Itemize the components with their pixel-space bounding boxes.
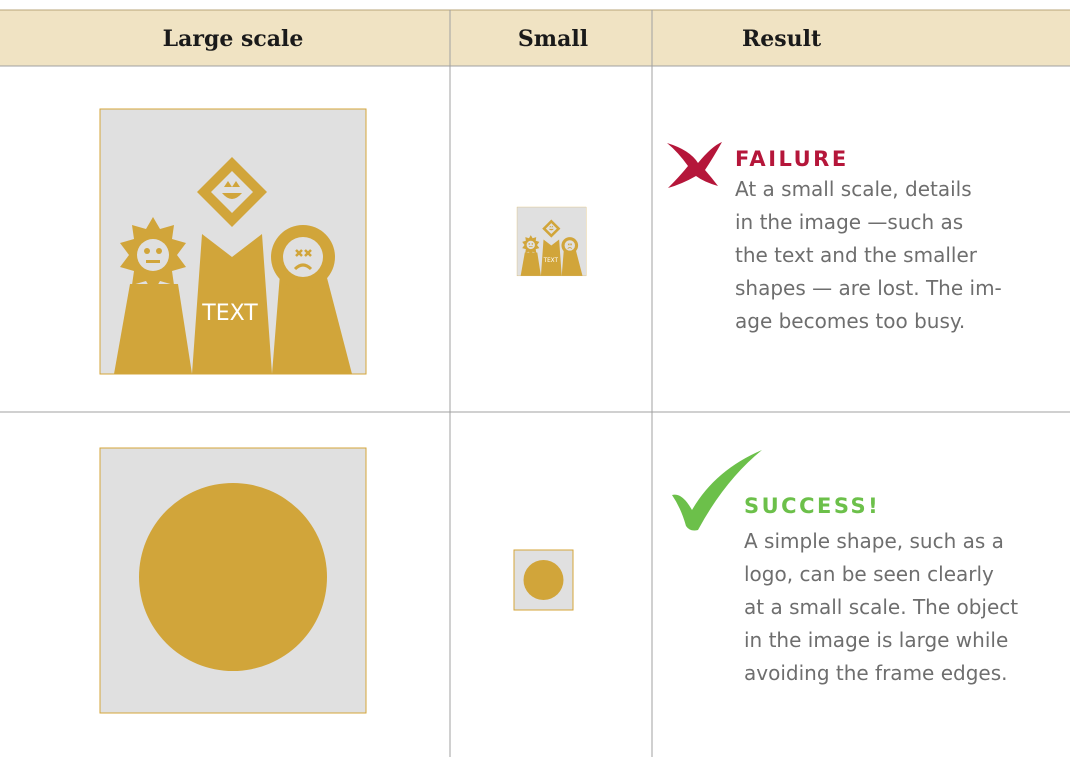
small-image [513,549,574,611]
image-text: TEXT [543,258,559,264]
description-line: in the image —such as [735,210,963,234]
description-line: age becomes too busy. [735,309,965,333]
header-bg [0,10,1070,66]
column-header: Result [742,26,822,52]
success-icon [672,450,762,531]
description: A simple shape, such as a logo, can be se… [744,529,1018,685]
column-header: Large scale [163,26,304,52]
description-line: at a small scale. The object [744,595,1018,619]
description-line: avoiding the frame edges. [744,661,1008,685]
status: SUCCESS! [744,494,880,518]
description-line: At a small scale, details [735,177,972,201]
small-image: TEXT [516,206,587,277]
large-image [99,447,367,714]
image-text: TEXT [201,301,258,326]
status: FAILURE [735,147,849,171]
description-line: logo, can be seen clearly [744,562,994,586]
description: At a small scale, details in the image —s… [735,177,1002,333]
description-line: in the image is large while [744,628,1008,652]
description-line: A simple shape, such as a [744,529,1004,553]
column-header: Small [518,26,588,52]
description-line: shapes — are lost. The im- [735,276,1002,300]
large-image: TEXT [98,107,368,376]
failure-icon [667,142,722,188]
description-line: the text and the smaller [735,243,978,267]
